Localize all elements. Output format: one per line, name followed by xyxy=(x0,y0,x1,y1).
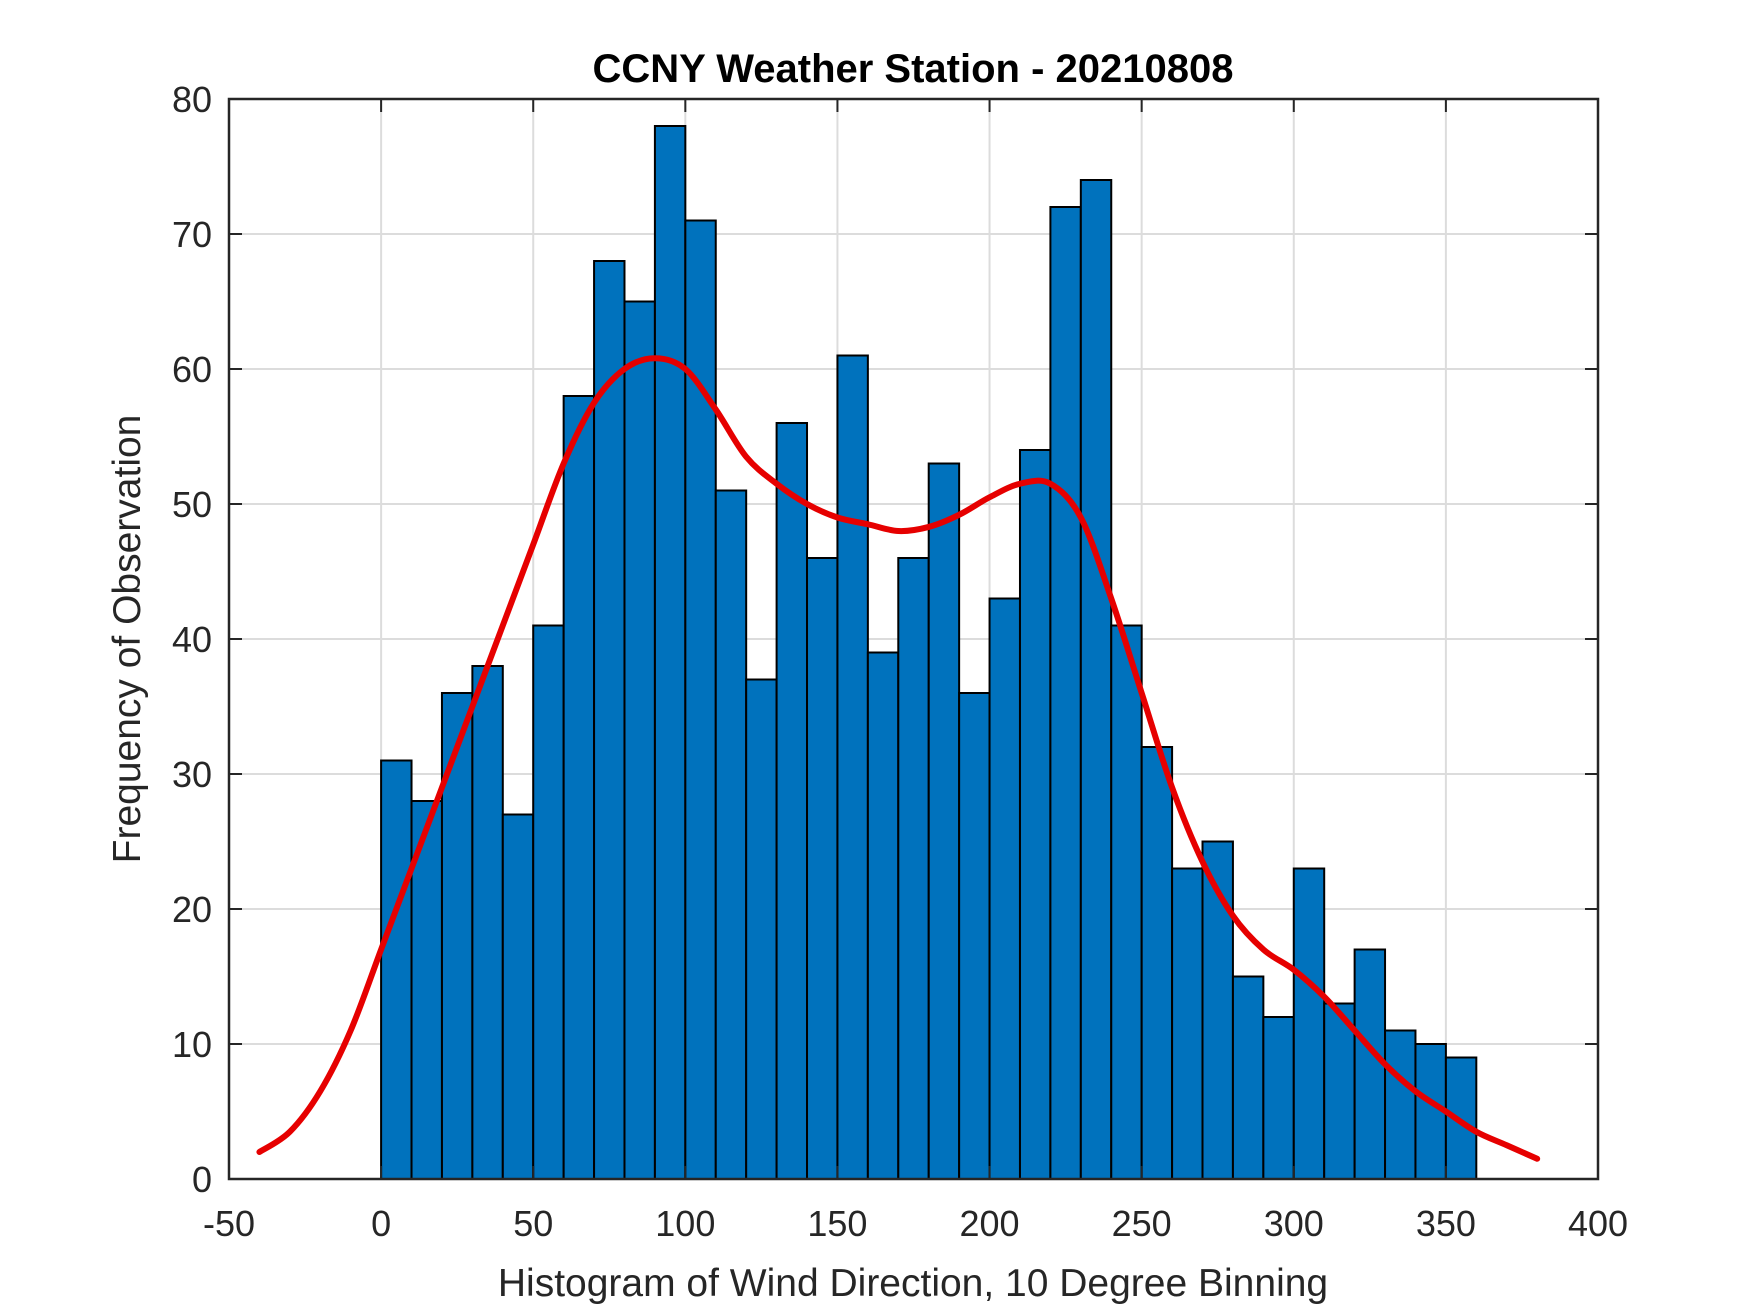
y-tick-label: 80 xyxy=(172,79,212,120)
y-tick-labels: 0 10 20 30 40 50 60 70 80 xyxy=(172,79,212,1200)
histogram-bar xyxy=(380,759,413,1180)
histogram-bar xyxy=(714,489,748,1180)
histogram-bar xyxy=(1171,867,1204,1180)
y-tick-label: 40 xyxy=(172,619,212,660)
axis-ticks xyxy=(228,98,1599,1180)
histogram-bar xyxy=(1049,206,1082,1180)
histogram-bar xyxy=(1323,1002,1356,1180)
x-tick-labels: -50 0 50 100 150 200 250 300 350 400 xyxy=(203,1203,1628,1244)
x-tick-label: -50 xyxy=(203,1203,255,1244)
histogram-bar xyxy=(623,300,656,1180)
histogram-bar xyxy=(988,597,1021,1180)
histogram-bar xyxy=(745,678,778,1180)
histogram-bar xyxy=(836,354,869,1180)
y-tick-label: 30 xyxy=(172,754,212,795)
y-tick-label: 70 xyxy=(172,214,212,255)
histogram-bar xyxy=(1110,624,1143,1180)
chart-title: CCNY Weather Station - 20210808 xyxy=(593,47,1234,91)
density-curve xyxy=(256,355,1541,1162)
histogram-bar xyxy=(958,692,991,1180)
histogram-bar xyxy=(653,125,687,1180)
y-tick-label: 0 xyxy=(192,1159,212,1200)
histogram-bar xyxy=(1384,1029,1417,1180)
x-tick-label: 0 xyxy=(371,1203,391,1244)
x-tick-label: 350 xyxy=(1416,1203,1476,1244)
x-tick-label: 300 xyxy=(1264,1203,1324,1244)
histogram-bar xyxy=(684,219,717,1180)
y-tick-label: 20 xyxy=(172,889,212,930)
histogram-bar xyxy=(1018,449,1052,1180)
histogram-bar xyxy=(1231,975,1265,1180)
y-axis-label: Frequency of Observation xyxy=(106,415,149,864)
y-tick-label: 10 xyxy=(172,1024,212,1065)
histogram-bar xyxy=(806,557,839,1180)
histogram-bar xyxy=(866,651,900,1180)
histogram-bar xyxy=(440,692,474,1180)
histogram-bar xyxy=(775,422,809,1180)
y-tick-label: 50 xyxy=(172,484,212,525)
histogram-bar xyxy=(593,260,626,1180)
x-tick-label: 150 xyxy=(807,1203,867,1244)
x-tick-label: 200 xyxy=(960,1203,1020,1244)
histogram-bar xyxy=(1292,867,1326,1180)
x-tick-label: 50 xyxy=(513,1203,553,1244)
x-tick-label: 250 xyxy=(1112,1203,1172,1244)
histogram-bar xyxy=(562,395,596,1180)
histogram-bar xyxy=(1262,1016,1295,1180)
histogram-bar xyxy=(471,665,504,1180)
histogram-bar xyxy=(897,557,930,1180)
histogram-bar xyxy=(501,813,535,1180)
x-tick-label: 100 xyxy=(655,1203,715,1244)
histogram-bar xyxy=(532,624,565,1180)
x-axis-label: Histogram of Wind Direction, 10 Degree B… xyxy=(498,1262,1328,1305)
histogram-bar xyxy=(1079,179,1113,1180)
histogram-bar xyxy=(927,462,961,1180)
histogram-bar xyxy=(1140,746,1174,1180)
histogram-bar xyxy=(1353,948,1387,1180)
y-tick-label: 60 xyxy=(172,349,212,390)
x-tick-label: 400 xyxy=(1568,1203,1628,1244)
